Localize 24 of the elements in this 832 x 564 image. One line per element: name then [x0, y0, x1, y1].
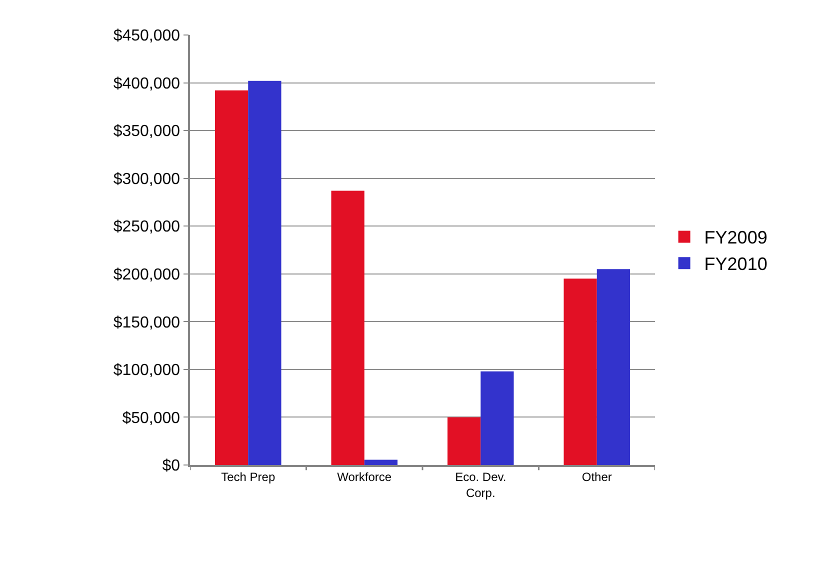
y-tick-label: $100,000 — [113, 362, 180, 380]
y-tick-label: $250,000 — [113, 218, 180, 236]
x-tick-label: Tech Prep — [221, 470, 276, 484]
legend-label: FY2010 — [704, 254, 768, 274]
bar — [447, 417, 481, 465]
x-tick-label: Other — [582, 470, 612, 484]
y-tick-label: $450,000 — [113, 28, 180, 45]
bar — [480, 371, 514, 465]
bar — [364, 460, 398, 465]
x-tick-label: Workforce — [337, 470, 392, 484]
bar — [596, 269, 630, 465]
legend-label: FY2009 — [704, 228, 768, 248]
y-tick-label: $0 — [162, 458, 180, 475]
y-tick-label: $350,000 — [113, 123, 180, 140]
y-tick-label: $200,000 — [113, 266, 180, 284]
x-tick-label: Eco. Dev. Corp. — [455, 470, 506, 500]
y-tick-label: $300,000 — [113, 170, 180, 188]
y-tick-label: $400,000 — [113, 75, 180, 92]
y-tick-label: $50,000 — [122, 410, 180, 427]
bar — [331, 190, 364, 465]
y-tick-label: $150,000 — [113, 314, 180, 332]
bar — [214, 90, 248, 465]
bar — [564, 278, 597, 465]
bar — [248, 80, 282, 465]
